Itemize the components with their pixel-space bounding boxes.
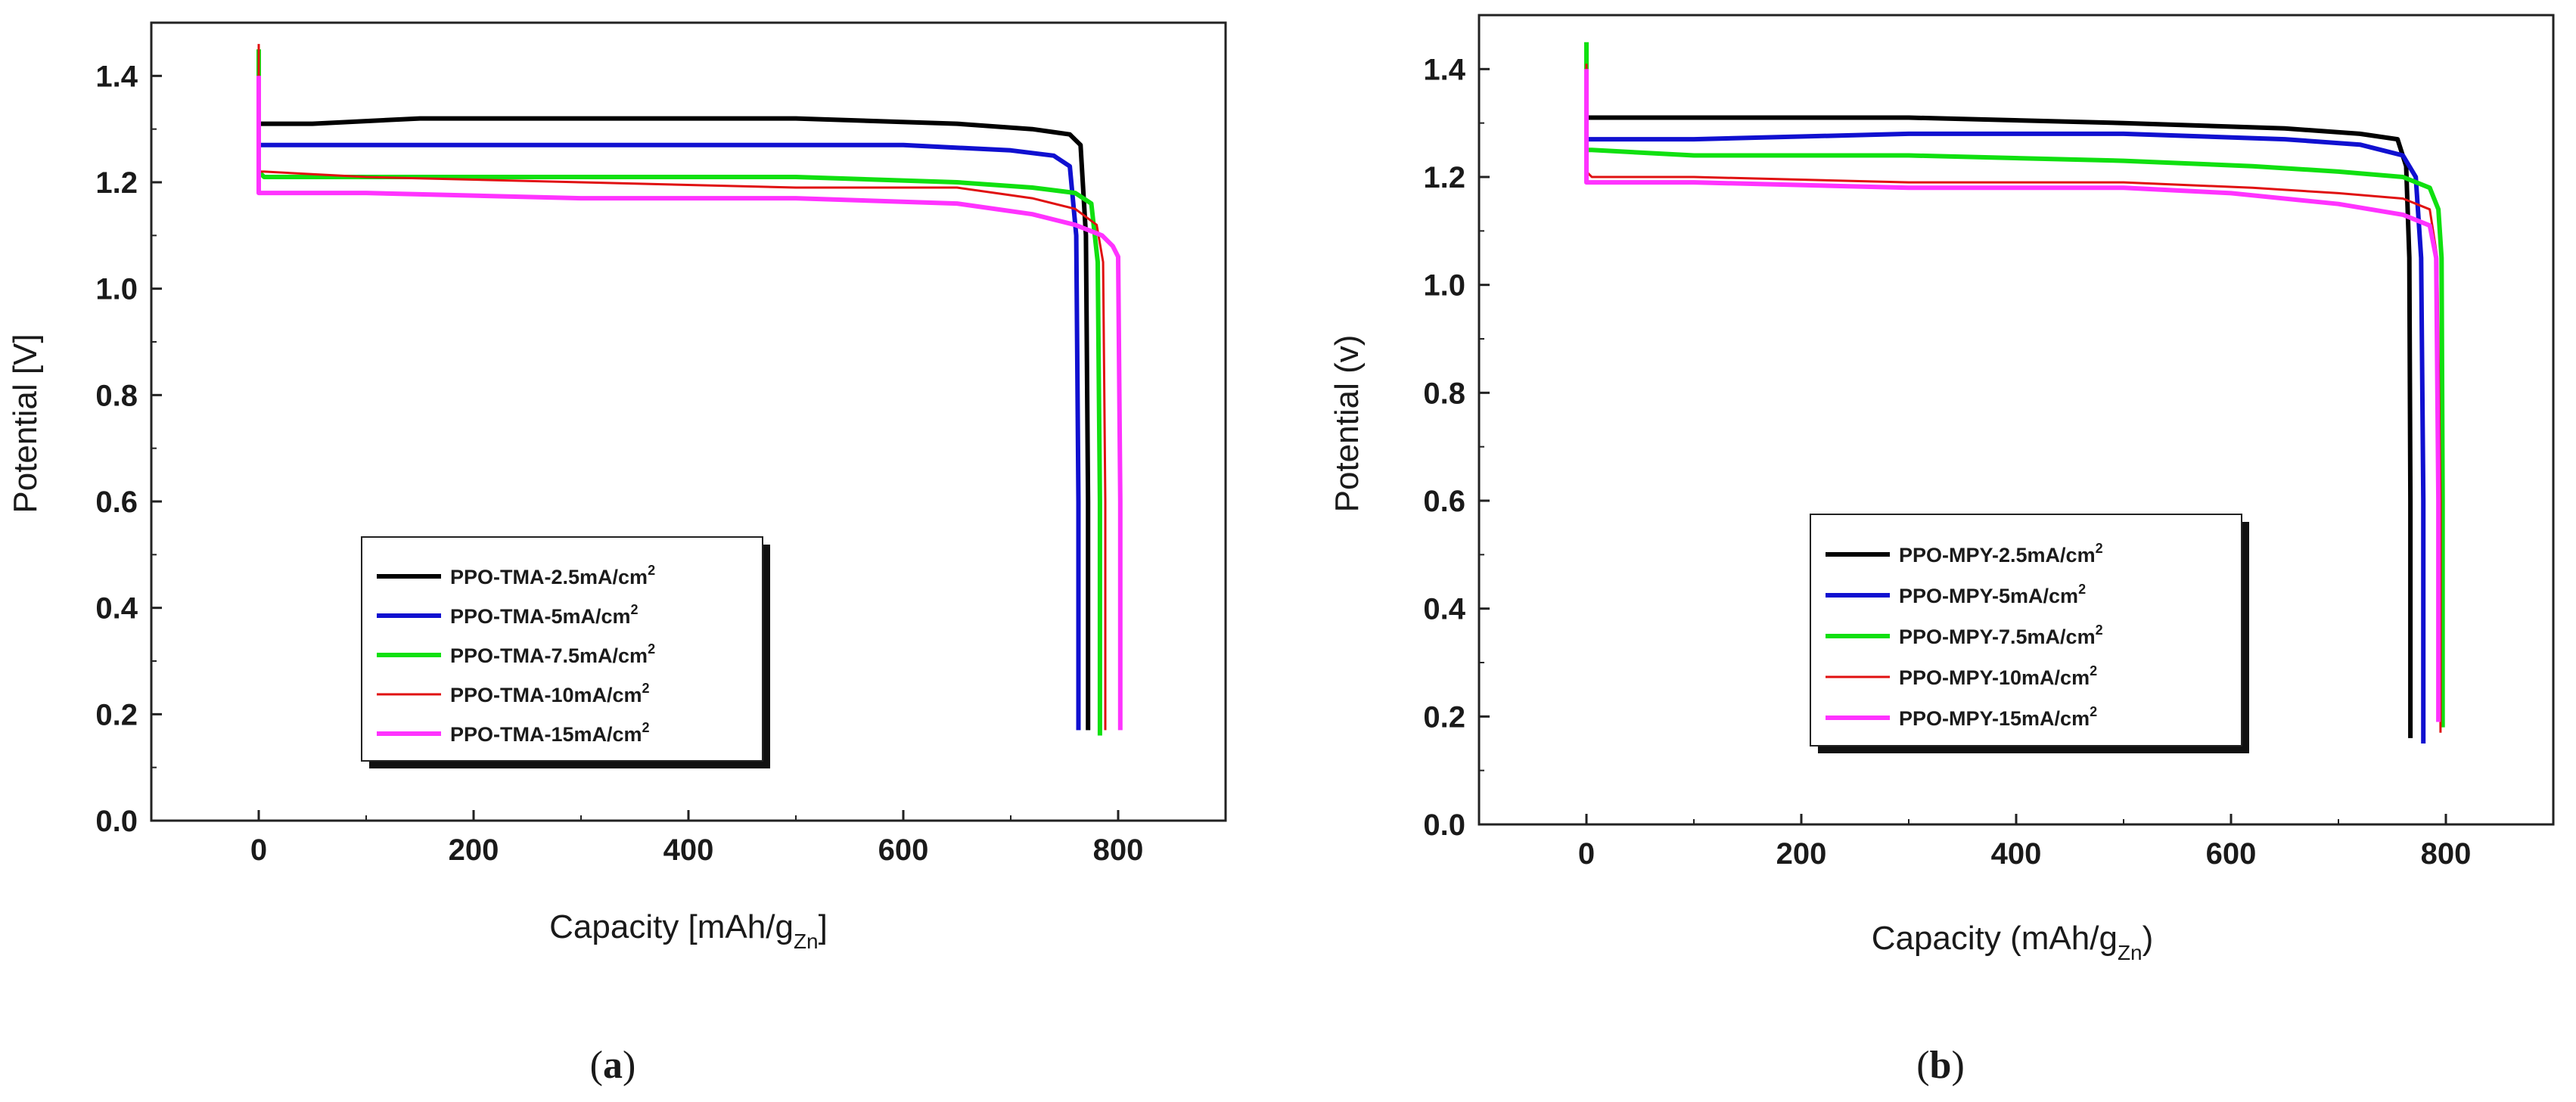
x-axis-title-b-tail: ) (2143, 920, 2154, 957)
series-line-b-5 (1584, 69, 2441, 722)
x-tick-label-b: 600 (2206, 837, 2257, 871)
y-tick-label-b: 0.0 (1423, 809, 1465, 842)
plot-area-a: 0 200 400 600 800 0.0 0.2 0.4 0.6 0.8 1.0 1.2 1.4 (95, 21, 1227, 867)
caption-a-open: ( (590, 1044, 603, 1087)
y-tick-label-a: 0.8 (95, 379, 138, 412)
y-axis-title-b: Potential (v) (1328, 335, 1366, 513)
x-axis-title-a-main: Capacity [mAh/g (549, 908, 794, 945)
legend-label-b-5: PPO-MPY-15mA/cm2 (1899, 704, 2097, 730)
legend-label-a-3: PPO-TMA-7.5mA/cm2 (450, 641, 655, 667)
y-tick-label-a: 1.0 (95, 273, 138, 306)
series-line-b-1 (1584, 112, 2413, 738)
y-tick-label-b: 1.0 (1423, 269, 1465, 303)
x-tick-label-a: 800 (1093, 833, 1144, 867)
x-tick-label-b: 0 (1578, 837, 1595, 871)
x-axis-title-b-main: Capacity (mAh/g (1872, 920, 2118, 957)
chart-panel-a: 0 200 400 600 800 0.0 0.2 0.4 0.6 0.8 1.0 1.2 1.4 PP… (7, 21, 1227, 1087)
y-axis-title-a: Potential [V] (7, 334, 44, 513)
x-axis-title-a: Capacity [mAh/gZn] (549, 908, 828, 953)
series-line-a-5 (256, 76, 1123, 731)
series-line-b-3 (1584, 42, 2445, 728)
legend-b: PPO-MPY-2.5mA/cm2 PPO-MPY-5mA/cm2 PPO-MPY-… (1810, 514, 2249, 753)
x-axis-title-a-tail: ] (819, 908, 828, 945)
panel-caption-a: (a) (590, 1044, 636, 1087)
legend-label-a-1: PPO-TMA-2.5mA/cm2 (450, 563, 655, 588)
y-tick-label-b: 0.6 (1423, 485, 1465, 518)
series-line-a-3 (256, 49, 1102, 736)
x-tick-label-b: 400 (1991, 837, 2042, 871)
x-tick-label-a: 400 (663, 833, 714, 867)
legend-label-b-4: PPO-MPY-10mA/cm2 (1899, 663, 2097, 689)
legend-label-b-2: PPO-MPY-5mA/cm2 (1899, 582, 2086, 607)
caption-b-letter: b (1930, 1044, 1952, 1087)
legend-label-a-5: PPO-TMA-15mA/cm2 (450, 720, 650, 746)
x-tick-label-b: 200 (1776, 837, 1827, 871)
series-line-b-2 (1584, 128, 2426, 743)
y-tick-label-a: 0.4 (95, 592, 138, 626)
x-tick-label-a: 600 (878, 833, 929, 867)
panel-caption-b: (b) (1916, 1044, 1965, 1087)
legend-label-a-4: PPO-TMA-10mA/cm2 (450, 681, 650, 706)
y-tick-label-a: 0.6 (95, 486, 138, 519)
y-tick-label-b: 0.8 (1423, 377, 1465, 410)
plot-area-b: 0 200 400 600 800 0.0 0.2 0.4 0.6 0.8 1.0 1.2 1.4 (1423, 14, 2555, 871)
y-tick-label-b: 0.2 (1423, 700, 1465, 734)
x-axis-title-b-sub: Zn (2118, 941, 2143, 964)
caption-b-open: ( (1916, 1044, 1929, 1087)
caption-b-close: ) (1951, 1044, 1964, 1087)
x-axis-title-a-sub: Zn (794, 930, 819, 953)
series-line-a-2 (256, 129, 1081, 731)
y-tick-label-a: 1.4 (95, 60, 138, 93)
legend-label-b-3: PPO-MPY-7.5mA/cm2 (1899, 622, 2103, 648)
legend-label-b-1: PPO-MPY-2.5mA/cm2 (1899, 541, 2103, 567)
y-tick-label-a: 0.2 (95, 698, 138, 731)
caption-a-letter: a (603, 1044, 623, 1087)
x-tick-label-b: 800 (2421, 837, 2472, 871)
legend-label-a-2: PPO-TMA-5mA/cm2 (450, 602, 639, 628)
y-tick-label-a: 1.2 (95, 166, 138, 200)
y-tick-label-b: 1.4 (1423, 53, 1465, 86)
chart-panel-b: 0 200 400 600 800 0.0 0.2 0.4 0.6 0.8 1.0 1.2 1.4 PP… (1328, 14, 2555, 1087)
y-tick-label-b: 1.2 (1423, 161, 1465, 194)
x-axis-title-b: Capacity (mAh/gZn) (1872, 920, 2154, 964)
x-tick-label-a: 0 (250, 833, 267, 867)
caption-a-close: ) (623, 1044, 635, 1087)
legend-a: PPO-TMA-2.5mA/cm2 PPO-TMA-5mA/cm2 PPO-TMA-… (361, 536, 770, 768)
y-tick-label-b: 0.4 (1423, 593, 1465, 626)
y-tick-label-a: 0.0 (95, 805, 138, 838)
series-line-a-4 (257, 44, 1107, 731)
x-tick-label-a: 200 (449, 833, 499, 867)
